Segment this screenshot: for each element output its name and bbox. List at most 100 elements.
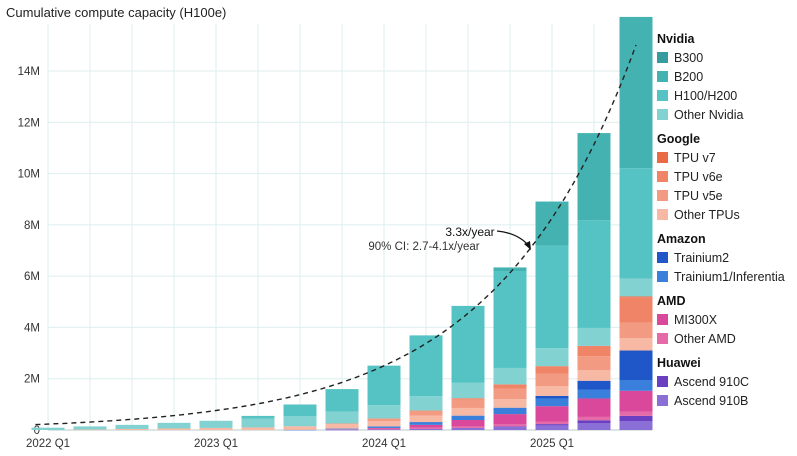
- bar-segment-ascend_910b: [535, 425, 569, 430]
- legend-swatch: [657, 314, 668, 325]
- legend-label: Other AMD: [674, 331, 736, 346]
- bar-segment-other_tpus: [619, 338, 653, 351]
- bar-segment-ascend_910c: [535, 424, 569, 426]
- bar-segment-h100: [325, 389, 359, 412]
- legend-swatch: [657, 190, 668, 201]
- bar-segment-other_tpus: [199, 427, 233, 430]
- bar-segment-other_nvidia: [115, 424, 149, 429]
- bar-segment-trainium2: [535, 395, 569, 399]
- legend-swatch: [657, 209, 668, 220]
- legend-group-title: AMD: [657, 294, 686, 308]
- bar-segment-mi300x: [409, 424, 443, 428]
- legend-label: B200: [674, 69, 704, 84]
- bar-segment-other_nvidia: [619, 278, 653, 297]
- bar-segment-ascend_910b: [451, 427, 485, 430]
- bars: [31, 16, 653, 431]
- legend-group-title: Huawei: [657, 356, 701, 370]
- legend-label: Trainium2: [674, 250, 730, 265]
- bar-segment-b200: [619, 16, 653, 169]
- bar-segment-other_amd: [325, 429, 359, 430]
- bar-segment-tpu_v5e: [367, 418, 401, 422]
- legend-label: TPU v6e: [674, 169, 723, 184]
- legend-item: Trainium2: [657, 248, 797, 267]
- bar-segment-ascend_910b: [577, 423, 611, 430]
- y-tick-label: 0: [34, 425, 40, 437]
- bar-segment-ascend_910b: [367, 429, 401, 430]
- bar-segment-tpu_v5e: [493, 388, 527, 400]
- bar-segment-trainium1: [451, 415, 485, 420]
- bar-segment-other_tpus: [157, 428, 191, 430]
- bar-segment-tpu_v5e: [451, 399, 485, 408]
- bar-segment-ascend_910c: [619, 415, 653, 422]
- bar-segment-other_nvidia: [325, 411, 359, 424]
- bar-segment-other_amd: [493, 424, 527, 427]
- y-tick-label: 4M: [24, 322, 40, 334]
- legend-swatch: [657, 109, 668, 120]
- bar-segment-other_tpus: [493, 399, 527, 408]
- legend-label: H100/H200: [674, 88, 738, 103]
- bar-segment-h100: [451, 305, 485, 383]
- legend-item: B200: [657, 67, 797, 86]
- bar-segment-mi300x: [451, 420, 485, 427]
- legend-group-title: Amazon: [657, 232, 706, 246]
- legend-item: TPU v6e: [657, 167, 797, 186]
- bar-segment-h100: [409, 335, 443, 397]
- bar-segment-mi300x: [493, 414, 527, 425]
- trendline-label: 3.3x/year: [445, 225, 494, 239]
- bar-segment-other_nvidia: [409, 396, 443, 411]
- bar-segment-other_tpus: [325, 423, 359, 429]
- legend-group: AMD MI300X Other AMD: [657, 292, 797, 348]
- legend-swatch: [657, 333, 668, 344]
- legend-label: Ascend 910B: [674, 393, 749, 408]
- bar-segment-h100: [619, 168, 653, 279]
- bar-segment-trainium2: [619, 350, 653, 380]
- bar-segment-tpu_v5e: [619, 322, 653, 339]
- bar-segment-other_tpus: [283, 426, 317, 430]
- bar-segment-other_tpus: [73, 429, 107, 430]
- legend-item: H100/H200: [657, 86, 797, 105]
- legend-item: MI300X: [657, 310, 797, 329]
- bar-segment-other_amd: [367, 428, 401, 430]
- legend-item: Other AMD: [657, 329, 797, 348]
- bar-segment-other_nvidia: [451, 382, 485, 399]
- bar-segment-other_nvidia: [199, 420, 233, 428]
- bar-segment-other_tpus: [451, 407, 485, 416]
- legend-label: Trainium1/Inferentia: [674, 269, 785, 284]
- legend-group-title: Google: [657, 132, 701, 146]
- bar-segment-ascend_910b: [493, 426, 527, 430]
- bar-segment-trainium1: [283, 429, 317, 431]
- bar-segment-trainium1: [367, 426, 401, 428]
- legend-swatch: [657, 52, 668, 63]
- x-tick-label: 2023 Q1: [194, 438, 238, 450]
- bar-segment-mi300x: [577, 398, 611, 417]
- bar-segment-other_nvidia: [493, 367, 527, 385]
- bar-segment-mi300x: [619, 390, 653, 412]
- bar-segment-h100: [283, 404, 317, 417]
- legend-swatch: [657, 152, 668, 163]
- bar-segment-other_nvidia: [157, 422, 191, 429]
- legend-label: Other Nvidia: [674, 107, 744, 122]
- bar-segment-other_amd: [451, 426, 485, 428]
- bar-segment-trainium2: [577, 380, 611, 390]
- legend-label: TPU v7: [674, 150, 716, 165]
- legend-item: Ascend 910C: [657, 372, 797, 391]
- legend-item: Other Nvidia: [657, 105, 797, 124]
- legend-item: TPU v5e: [657, 186, 797, 205]
- legend-item: Ascend 910B: [657, 391, 797, 410]
- legend-label: TPU v5e: [674, 188, 723, 203]
- bar-segment-tpu_v5e: [325, 423, 359, 424]
- bar-segment-trainium1: [493, 407, 527, 415]
- bar-segment-ascend_910c: [577, 420, 611, 424]
- annotation-arrowhead: [524, 241, 531, 250]
- trendline-ci-label: 90% CI: 2.7-4.1x/year: [368, 241, 479, 253]
- legend-item: Trainium1/Inferentia: [657, 267, 797, 286]
- bar-segment-other_nvidia: [367, 405, 401, 419]
- bar-segment-trainium1: [535, 398, 569, 407]
- bar-segment-ascend_910b: [325, 429, 359, 431]
- bar-segment-trainium1: [325, 428, 359, 430]
- legend-swatch: [657, 90, 668, 101]
- bar-segment-other_tpus: [115, 428, 149, 430]
- chart-title: Cumulative compute capacity (H100e): [6, 5, 227, 20]
- legend-label: Ascend 910C: [674, 374, 750, 389]
